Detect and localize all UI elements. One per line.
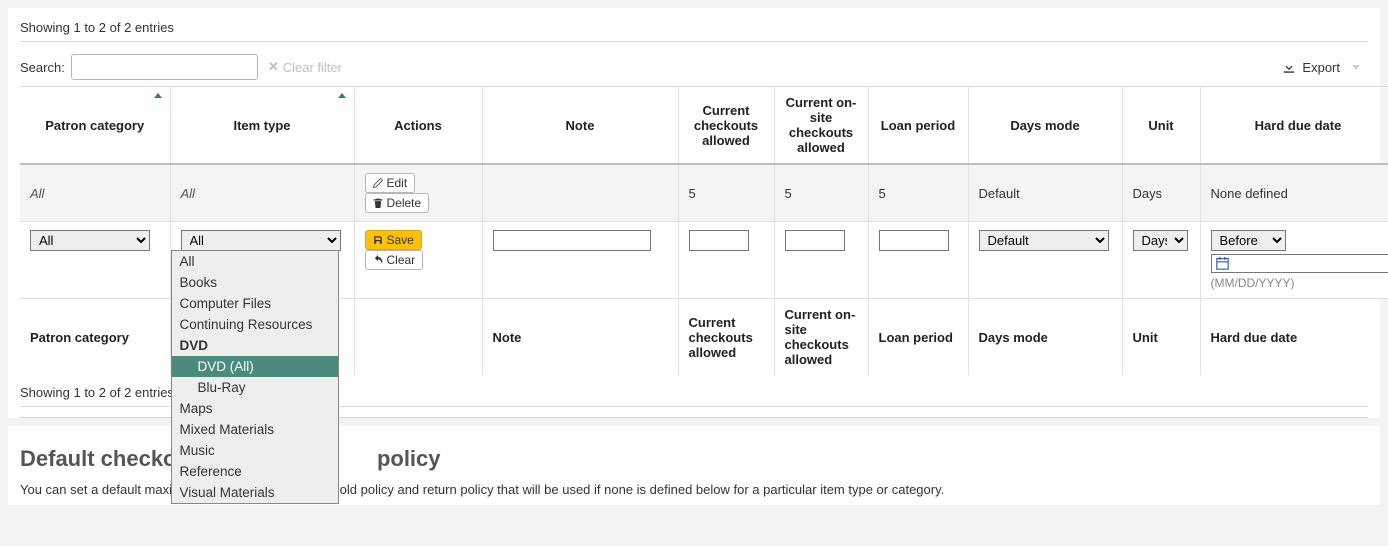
col-item-type[interactable]: Item type <box>170 87 354 165</box>
col-current-checkouts: Current checkouts allowed <box>678 87 774 165</box>
cell-hard-due: None defined <box>1200 164 1388 222</box>
dropdown-item[interactable]: Maps <box>172 398 338 419</box>
cell-item-type: All <box>170 164 354 222</box>
save-button[interactable]: Save <box>365 230 422 250</box>
current-onsite-input[interactable] <box>785 230 845 251</box>
current-checkouts-input[interactable] <box>689 230 749 251</box>
item-type-select[interactable]: All <box>181 230 341 251</box>
col-patron-category[interactable]: Patron category <box>20 87 170 165</box>
divider <box>20 41 1368 42</box>
toolbar: Search: ✕ Clear filter Export <box>20 54 1368 80</box>
fcol-note: Note <box>482 299 678 376</box>
dropdown-item[interactable]: Computer Files <box>172 293 338 314</box>
cell-unit: Days <box>1122 164 1200 222</box>
edit-item-type: All AllBooksComputer FilesContinuing Res… <box>170 222 354 299</box>
dropdown-item[interactable]: Visual Materials <box>172 482 338 503</box>
dropdown-item[interactable]: Blu-Ray <box>172 377 338 398</box>
chevron-down-icon <box>1352 65 1360 70</box>
loan-period-input[interactable] <box>879 230 949 251</box>
unit-select[interactable]: Days <box>1133 230 1188 251</box>
dropdown-item[interactable]: Mixed Materials <box>172 419 338 440</box>
pencil-icon <box>373 178 383 188</box>
col-hard-due: Hard due date <box>1200 87 1388 165</box>
search-input[interactable] <box>71 54 258 80</box>
cell-days-mode: Default <box>968 164 1122 222</box>
col-actions: Actions <box>354 87 482 165</box>
dropdown-item[interactable]: Books <box>172 272 338 293</box>
hard-due-format-hint: (MM/DD/YYYY) <box>1211 276 1386 290</box>
edit-days-mode: Default <box>968 222 1122 299</box>
calendar-icon <box>1216 257 1229 270</box>
edit-hard-due: Before (MM/DD/YYYY) <box>1200 222 1388 299</box>
dropdown-item[interactable]: DVD <box>172 335 338 356</box>
close-icon: ✕ <box>268 59 279 75</box>
cell-note <box>482 164 678 222</box>
sort-asc-icon <box>338 93 346 98</box>
save-icon <box>373 235 383 245</box>
edit-current-checkouts <box>678 222 774 299</box>
edit-current-onsite <box>774 222 868 299</box>
export-button[interactable]: Export <box>1282 60 1368 75</box>
dropdown-item[interactable]: DVD (All) <box>172 356 338 377</box>
sort-asc-icon <box>154 93 162 98</box>
days-mode-select[interactable]: Default <box>979 230 1109 251</box>
edit-actions: Save Clear <box>354 222 482 299</box>
rules-table: Patron category Item type Actions Note C… <box>20 86 1388 375</box>
note-input[interactable] <box>493 230 651 251</box>
patron-category-select[interactable]: All <box>30 230 150 251</box>
edit-note <box>482 222 678 299</box>
dropdown-item[interactable]: Continuing Resources <box>172 314 338 335</box>
cell-loan-period: 5 <box>868 164 968 222</box>
fcol-patron: Patron category <box>20 299 170 376</box>
fcol-curcheck: Current checkouts allowed <box>678 299 774 376</box>
toolbar-left: Search: ✕ Clear filter <box>20 54 342 80</box>
edit-patron-category: All <box>20 222 170 299</box>
col-unit: Unit <box>1122 87 1200 165</box>
col-note: Note <box>482 87 678 165</box>
edit-unit: Days <box>1122 222 1200 299</box>
undo-icon <box>373 255 383 265</box>
cell-patron-category: All <box>20 164 170 222</box>
clear-filter-button[interactable]: ✕ Clear filter <box>268 59 342 75</box>
entries-count-top: Showing 1 to 2 of 2 entries <box>20 20 1368 35</box>
table-row: All All Edit Delete 5 5 5 Default <box>20 164 1388 222</box>
hard-due-date-field[interactable] <box>1211 254 1388 273</box>
clear-button[interactable]: Clear <box>365 250 424 270</box>
fcol-loan: Loan period <box>868 299 968 376</box>
col-days-mode: Days mode <box>968 87 1122 165</box>
clear-filter-label: Clear filter <box>283 60 342 75</box>
dropdown-item[interactable]: Music <box>172 440 338 461</box>
delete-button[interactable]: Delete <box>365 193 430 213</box>
rules-panel: Showing 1 to 2 of 2 entries Search: ✕ Cl… <box>8 8 1380 418</box>
dropdown-item[interactable]: Reference <box>172 461 338 482</box>
fcol-actions <box>354 299 482 376</box>
col-loan-period: Loan period <box>868 87 968 165</box>
hard-due-mode-select[interactable]: Before <box>1211 230 1286 251</box>
export-label: Export <box>1302 60 1340 75</box>
cell-current-onsite: 5 <box>774 164 868 222</box>
trash-icon <box>373 198 383 208</box>
edit-loan-period <box>868 222 968 299</box>
search-label: Search: <box>20 60 65 75</box>
table-header: Patron category Item type Actions Note C… <box>20 87 1388 165</box>
item-type-dropdown[interactable]: AllBooksComputer FilesContinuing Resourc… <box>171 250 339 504</box>
cell-actions: Edit Delete <box>354 164 482 222</box>
col-current-onsite: Current on-site checkouts allowed <box>774 87 868 165</box>
fcol-unit: Unit <box>1122 299 1200 376</box>
dropdown-item[interactable]: All <box>172 251 338 272</box>
fcol-hard: Hard due date <box>1200 299 1388 376</box>
fcol-days: Days mode <box>968 299 1122 376</box>
download-icon <box>1282 60 1296 74</box>
table-edit-row: All All AllBooksComputer FilesContinuing… <box>20 222 1388 299</box>
cell-current-checkouts: 5 <box>678 164 774 222</box>
edit-button[interactable]: Edit <box>365 173 416 193</box>
fcol-onsite: Current on-site checkouts allowed <box>774 299 868 376</box>
